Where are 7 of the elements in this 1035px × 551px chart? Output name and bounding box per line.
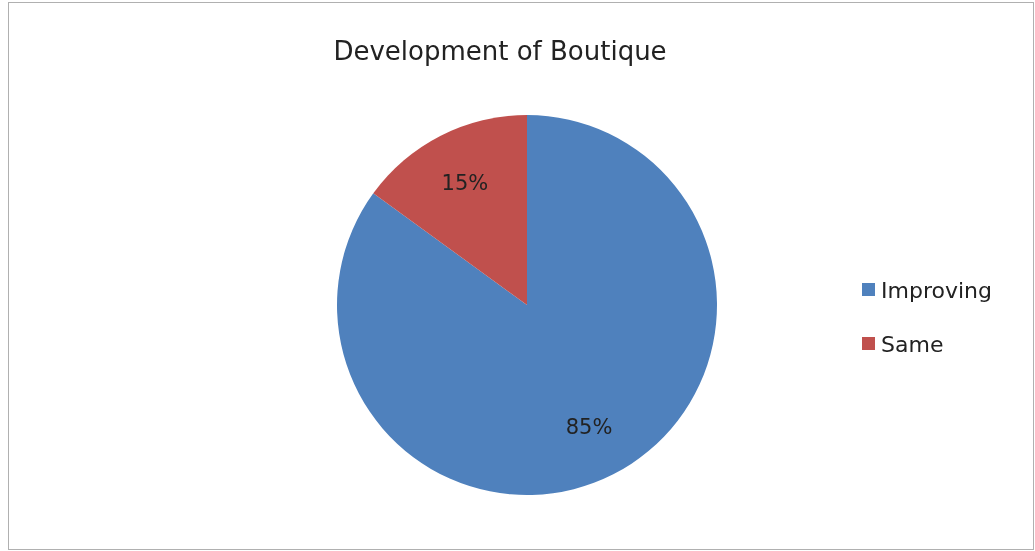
data-label: 15% — [441, 171, 489, 196]
legend-label: Improving — [881, 277, 992, 303]
pie-slice — [337, 115, 717, 495]
pie-slice — [373, 115, 527, 305]
chart-title: Development of Boutique — [333, 36, 667, 66]
legend-label: Same — [881, 331, 944, 357]
data-label: 85% — [565, 415, 613, 440]
